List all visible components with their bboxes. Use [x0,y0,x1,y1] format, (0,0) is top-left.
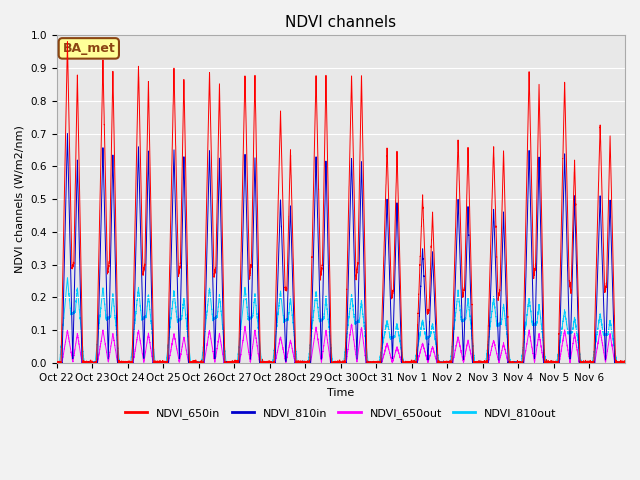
NDVI_810out [389,335,397,340]
NDVI_650out [474,360,482,366]
NDVI_650in [53,360,61,365]
NDVI_650in [53,360,61,366]
NDVI_810out [474,360,482,366]
NDVI_810in [504,360,512,366]
NDVI_650out [53,360,61,366]
NDVI_650out [505,360,513,366]
Line: NDVI_650out: NDVI_650out [57,324,625,363]
Line: NDVI_650in: NDVI_650in [57,42,625,363]
NDVI_810in [53,360,61,366]
Title: NDVI channels: NDVI channels [285,15,396,30]
NDVI_650in [389,287,397,293]
NDVI_810in [81,360,89,366]
Line: NDVI_810out: NDVI_810out [57,278,625,363]
NDVI_810in [621,360,629,366]
NDVI_650out [348,321,355,327]
NDVI_650out [53,360,61,366]
NDVI_650out [621,360,629,366]
Y-axis label: NDVI channels (W/m2/nm): NDVI channels (W/m2/nm) [15,125,25,273]
NDVI_650in [63,39,71,45]
NDVI_810in [474,360,482,366]
X-axis label: Time: Time [327,388,355,398]
Line: NDVI_810in: NDVI_810in [57,133,625,363]
NDVI_810out [504,345,512,351]
NDVI_810out [81,360,89,365]
NDVI_810in [63,131,71,136]
NDVI_650out [389,358,397,363]
NDVI_650in [82,360,90,366]
NDVI_650in [474,360,482,366]
NDVI_810out [63,275,71,281]
NDVI_650in [505,343,513,348]
Legend: NDVI_650in, NDVI_810in, NDVI_650out, NDVI_810out: NDVI_650in, NDVI_810in, NDVI_650out, NDV… [121,403,561,423]
NDVI_650in [621,358,629,364]
NDVI_650out [259,360,266,366]
NDVI_810in [414,346,422,351]
NDVI_810out [53,360,61,366]
NDVI_650in [414,313,422,319]
NDVI_810in [259,360,266,366]
NDVI_650out [414,357,422,363]
NDVI_650out [81,360,89,365]
Text: BA_met: BA_met [63,42,115,55]
NDVI_810in [389,336,397,342]
NDVI_810out [414,343,422,348]
NDVI_810out [621,360,629,365]
NDVI_650in [259,360,266,366]
NDVI_810out [259,360,266,366]
